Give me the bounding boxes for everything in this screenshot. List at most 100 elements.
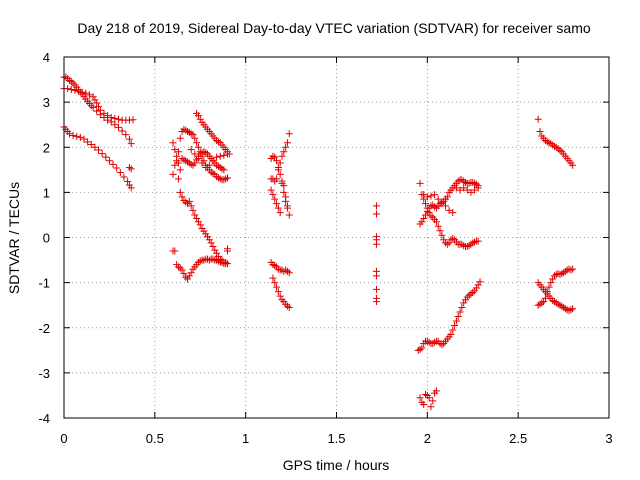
data-point-track-e: [180, 156, 188, 164]
data-point-track-e: [213, 161, 221, 169]
data-point-track-l: [372, 298, 380, 306]
data-point-track-m: [416, 179, 424, 187]
data-point-track-m: [427, 212, 435, 220]
data-point-track-b: [67, 85, 75, 93]
data-point-track-s: [565, 307, 573, 315]
data-point-track-e: [184, 158, 192, 166]
x-tick-label: 0: [60, 431, 67, 446]
data-point-track-q: [432, 387, 440, 395]
x-tick-labels: 0 0.5 1 1.5 2 2.5 3: [60, 431, 612, 446]
data-point-track-e: [218, 165, 226, 173]
data-point-track-b: [107, 113, 115, 121]
data-point-track-c: [124, 178, 132, 186]
data-point-track-d: [209, 169, 217, 177]
data-point-track-s: [549, 275, 557, 283]
data-point-track-a: [87, 102, 95, 110]
data-point-track-r: [543, 138, 551, 146]
data-point-track-n: [469, 178, 477, 186]
data-point-track-r: [549, 141, 557, 149]
data-point-track-m: [422, 200, 430, 208]
data-point-track-f: [213, 153, 221, 161]
data-point-track-f: [198, 159, 206, 167]
data-point-track-r: [547, 140, 555, 148]
data-point-track-j: [276, 209, 284, 217]
data-point-track-p: [454, 312, 462, 320]
data-point-track-k: [285, 269, 293, 277]
data-point-track-k: [274, 288, 282, 296]
data-point-track-s: [560, 269, 568, 277]
data-point-track-a: [69, 79, 77, 87]
data-point-track-r: [551, 142, 558, 150]
data-point-track-j: [271, 195, 279, 203]
data-point-track-o: [452, 184, 460, 192]
data-point-track-s: [558, 302, 566, 310]
x-tick-label: 2.5: [509, 431, 527, 446]
data-point-track-d: [213, 173, 221, 181]
data-point-track-b: [115, 115, 122, 123]
data-point-track-b: [75, 87, 83, 95]
data-point-track-d: [224, 174, 231, 182]
data-point-track-h: [187, 202, 195, 210]
data-point-track-p: [449, 326, 457, 334]
data-point-track-p: [456, 308, 464, 316]
y-tick-label: 1: [43, 185, 50, 200]
data-point-track-h: [176, 188, 184, 196]
data-point-track-d: [193, 139, 201, 147]
data-point-track-l: [372, 202, 380, 210]
data-point-track-b: [64, 85, 72, 93]
data-point-track-i: [171, 247, 179, 255]
data-point-track-h: [193, 215, 201, 223]
data-point-track-c: [73, 132, 81, 140]
data-point-track-k: [283, 267, 291, 275]
data-point-track-q: [425, 394, 433, 402]
data-point-track-o: [423, 193, 431, 201]
data-point-track-l: [372, 240, 380, 248]
data-point-track-j: [285, 130, 293, 138]
data-point-track-n: [471, 179, 479, 187]
x-axis-label: GPS time / hours: [283, 457, 390, 473]
data-point-track-h: [191, 211, 199, 219]
data-point-track-k: [269, 261, 277, 269]
data-point-track-q: [416, 394, 424, 402]
data-point-track-c: [87, 141, 95, 149]
data-point-track-j: [276, 159, 284, 167]
data-point-track-i: [174, 263, 182, 271]
data-point-track-m: [474, 237, 482, 245]
data-point-track-j: [276, 170, 284, 178]
data-point-track-r: [552, 143, 560, 151]
data-point-track-k: [282, 266, 290, 274]
data-point-track-p: [451, 321, 459, 329]
data-point-track-c: [84, 138, 92, 146]
data-point-track-s: [561, 305, 569, 313]
data-point-track-k: [285, 303, 293, 311]
data-point-track-b: [111, 114, 119, 122]
data-point-track-n: [443, 193, 451, 201]
x-tick-label: 0.5: [146, 431, 164, 446]
data-point-track-d: [185, 128, 193, 136]
data-point-track-d: [169, 139, 177, 147]
data-point-track-s: [540, 298, 548, 306]
data-point-track-p: [414, 346, 422, 354]
data-point-track-h: [185, 197, 193, 205]
data-point-track-j: [273, 157, 281, 165]
data-point-track-s: [541, 294, 549, 302]
data-point-track-b: [100, 109, 108, 117]
data-point-track-i: [214, 257, 222, 265]
x-tick-label: 1.5: [327, 431, 345, 446]
data-point-track-c: [95, 146, 103, 154]
data-point-track-i: [194, 258, 202, 266]
data-point-track-h: [205, 236, 213, 244]
data-point-track-f: [216, 152, 224, 160]
data-point-track-p: [452, 317, 460, 325]
data-point-track-n: [429, 201, 437, 209]
data-point-track-d: [214, 174, 222, 182]
data-point-track-b: [96, 106, 104, 114]
data-point-track-s: [534, 301, 542, 309]
data-point-track-i: [196, 257, 204, 265]
data-point-track-o: [438, 200, 446, 208]
data-point-track-m: [458, 240, 466, 248]
data-point-track-c: [127, 165, 135, 173]
data-point-track-n: [422, 211, 430, 219]
data-point-track-c: [127, 184, 135, 192]
data-point-track-j: [282, 193, 290, 201]
